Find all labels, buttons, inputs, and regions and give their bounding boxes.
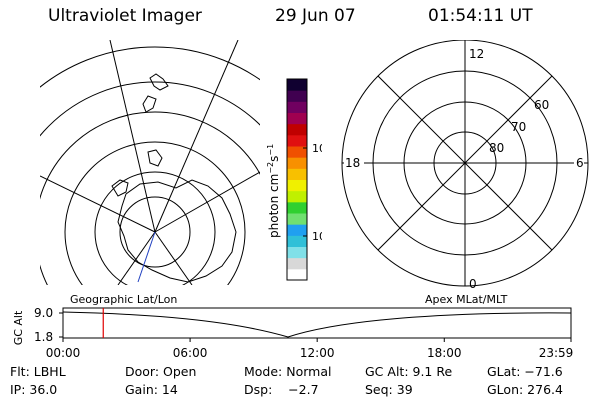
colorbar-segment <box>287 101 307 113</box>
mlt-label-0: 0 <box>469 277 477 290</box>
ip-info: IP: 36.0 <box>10 382 58 397</box>
timeline-ticks: 00:00 06:00 12:00 18:00 23:59 <box>46 338 574 360</box>
colorbar-segment <box>287 112 307 125</box>
orbit-track <box>137 231 156 283</box>
lon-line <box>117 231 156 285</box>
colorbar-segment <box>287 168 307 180</box>
colorbar-segment <box>287 246 307 259</box>
colorbar-segment <box>287 190 307 203</box>
lon-line <box>109 40 156 233</box>
geographic-map <box>40 40 260 285</box>
mlt-label-12: 12 <box>469 47 484 61</box>
instrument-title: Ultraviolet Imager <box>48 6 202 26</box>
lon-line <box>154 231 193 285</box>
colorbar-segment <box>287 79 307 91</box>
polar-diagonal <box>377 75 553 251</box>
timeline-tick-label: 23:59 <box>539 346 574 360</box>
timeline-plot: Geographic Lat/Lon Apex MLat/MLT GC Alt … <box>12 293 574 360</box>
colorbar-segment <box>287 157 307 169</box>
date-label: 29 Jun 07 <box>275 6 356 26</box>
timeline-left-caption: Geographic Lat/Lon <box>70 293 177 306</box>
glat-info: GLat: −71.6 <box>487 364 563 379</box>
lat-circle <box>119 196 191 268</box>
mlat-label-60: 60 <box>534 98 549 112</box>
mlat-label-70: 70 <box>511 120 526 134</box>
door-info: Door: Open <box>125 364 197 379</box>
timeline-tick-label: 12:00 <box>300 346 335 360</box>
timeline-right-caption: Apex MLat/MLT <box>425 293 508 306</box>
colorbar-segment <box>287 268 307 281</box>
coastline <box>117 179 237 283</box>
filter-info: Flt: LBHL <box>10 364 66 379</box>
colorbar-label-mid: s <box>267 156 281 162</box>
timeline-tick-label: 06:00 <box>173 346 208 360</box>
colorbar: 100 10 photon cm−2s−1 <box>266 78 322 281</box>
lon-line <box>154 171 260 233</box>
colorbar-segment <box>287 90 307 102</box>
lon-line <box>40 175 156 233</box>
mlt-label-18: 18 <box>345 156 360 170</box>
timeline-ylabel: GC Alt <box>12 310 25 345</box>
colorbar-label-base: photon cm <box>267 174 281 238</box>
seq-info: Seq: 39 <box>365 382 413 397</box>
colorbar-segment <box>287 213 307 225</box>
colorbar-segment <box>287 179 307 192</box>
mlt-label-6: 6 <box>576 156 584 170</box>
lat-circle <box>40 111 260 285</box>
colorbar-label: photon cm−2s−1 <box>266 144 281 238</box>
timeline-frame <box>62 307 572 339</box>
timeline-tick-label: 00:00 <box>46 346 81 360</box>
colorbar-segment <box>287 201 307 214</box>
lat-circle <box>40 46 260 88</box>
lat-circle <box>94 171 216 285</box>
colorbar-segment <box>287 224 307 236</box>
header-bar: Ultraviolet Imager 29 Jun 07 01:54:11 UT <box>0 6 600 32</box>
glon-info: GLon: 276.4 <box>487 382 563 397</box>
gain-info: Gain: 14 <box>125 382 178 397</box>
colorbar-frame <box>286 78 308 281</box>
dsp-info: Dsp: −2.7 <box>244 382 319 397</box>
timeline-tick-label: 18:00 <box>427 346 462 360</box>
colorbar-label-exp1: −2 <box>266 162 275 174</box>
colorbar-segment <box>287 146 307 158</box>
colorbar-tick-10: 10 <box>312 230 322 243</box>
colorbar-segment <box>287 257 307 270</box>
lat-circle <box>64 141 246 285</box>
timeline-ymin: 1.8 <box>34 330 53 344</box>
colorbar-segment <box>287 123 307 136</box>
coastline <box>111 179 129 197</box>
time-label: 01:54:11 UT <box>428 6 533 26</box>
mode-info: Mode: Normal <box>244 364 332 379</box>
mlat-label-80: 80 <box>489 141 504 155</box>
lat-circle <box>40 81 260 137</box>
timeline-ymax: 9.0 <box>34 306 53 320</box>
polar-plot: 12 0 18 6 60 70 80 <box>341 40 589 290</box>
colorbar-tick-100: 100 <box>312 142 322 155</box>
lon-line <box>154 40 239 233</box>
colorbar-segment <box>287 235 307 247</box>
colorbar-label-exp2: −1 <box>266 144 275 156</box>
colorbar-segment <box>287 134 307 147</box>
gc-alt-info: GC Alt: 9.1 Re <box>365 364 453 379</box>
altitude-curve <box>62 311 572 338</box>
coastline <box>149 73 169 91</box>
coastline <box>147 149 163 167</box>
coastline <box>142 95 157 113</box>
